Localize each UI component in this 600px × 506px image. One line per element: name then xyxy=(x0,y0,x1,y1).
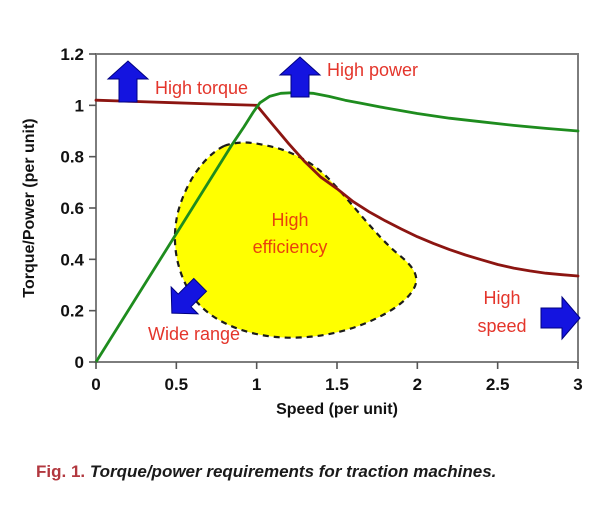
x-tick-label: 3 xyxy=(573,375,582,394)
figure-caption-number: Fig. 1. xyxy=(36,462,86,481)
torque-power-chart: 0 0.5 1 1.5 2 2.5 3 0 0.2 0.4 0.6 0.8 1 1.2 Speed (p… xyxy=(21,45,583,418)
y-tick-label: 0.8 xyxy=(60,148,84,167)
x-tick-label: 1 xyxy=(252,375,261,394)
y-axis-ticks: 0 0.2 0.4 0.6 0.8 1 1.2 xyxy=(60,45,96,372)
high-efficiency-label-line1: High xyxy=(271,210,308,230)
x-tick-label: 2.5 xyxy=(486,375,510,394)
y-tick-label: 1 xyxy=(75,96,84,115)
annotation-arrows xyxy=(106,56,581,341)
y-tick-label: 0.2 xyxy=(60,302,84,321)
high-efficiency-region xyxy=(173,141,418,339)
wide-range-arrow-icon xyxy=(170,277,208,315)
x-tick-label: 0.5 xyxy=(165,375,189,394)
high-efficiency-label-line2: efficiency xyxy=(253,237,328,257)
high-power-label: High power xyxy=(327,60,418,80)
high-speed-arrow-icon xyxy=(540,295,581,341)
high-torque-label: High torque xyxy=(155,78,248,98)
high-speed-label-line1: High xyxy=(483,288,520,308)
x-axis-title: Speed (per unit) xyxy=(276,401,398,418)
wide-range-label: Wide range xyxy=(148,324,240,344)
figure-caption-text: Torque/power requirements for traction m… xyxy=(89,462,497,481)
y-axis-title: Torque/Power (per unit) xyxy=(21,118,38,297)
high-speed-label-line2: speed xyxy=(477,316,526,336)
figure-caption: Fig. 1. Torque/power requirements for tr… xyxy=(36,461,496,482)
high-torque-arrow-icon xyxy=(106,60,150,103)
x-tick-label: 1.5 xyxy=(325,375,349,394)
y-tick-label: 0.6 xyxy=(60,199,84,218)
x-tick-label: 0 xyxy=(91,375,100,394)
y-tick-label: 1.2 xyxy=(60,45,84,64)
x-axis-ticks: 0 0.5 1 1.5 2 2.5 3 xyxy=(91,362,583,394)
high-power-arrow-icon xyxy=(278,56,322,98)
x-tick-label: 2 xyxy=(413,375,422,394)
y-tick-label: 0 xyxy=(75,353,84,372)
y-tick-label: 0.4 xyxy=(60,250,84,269)
